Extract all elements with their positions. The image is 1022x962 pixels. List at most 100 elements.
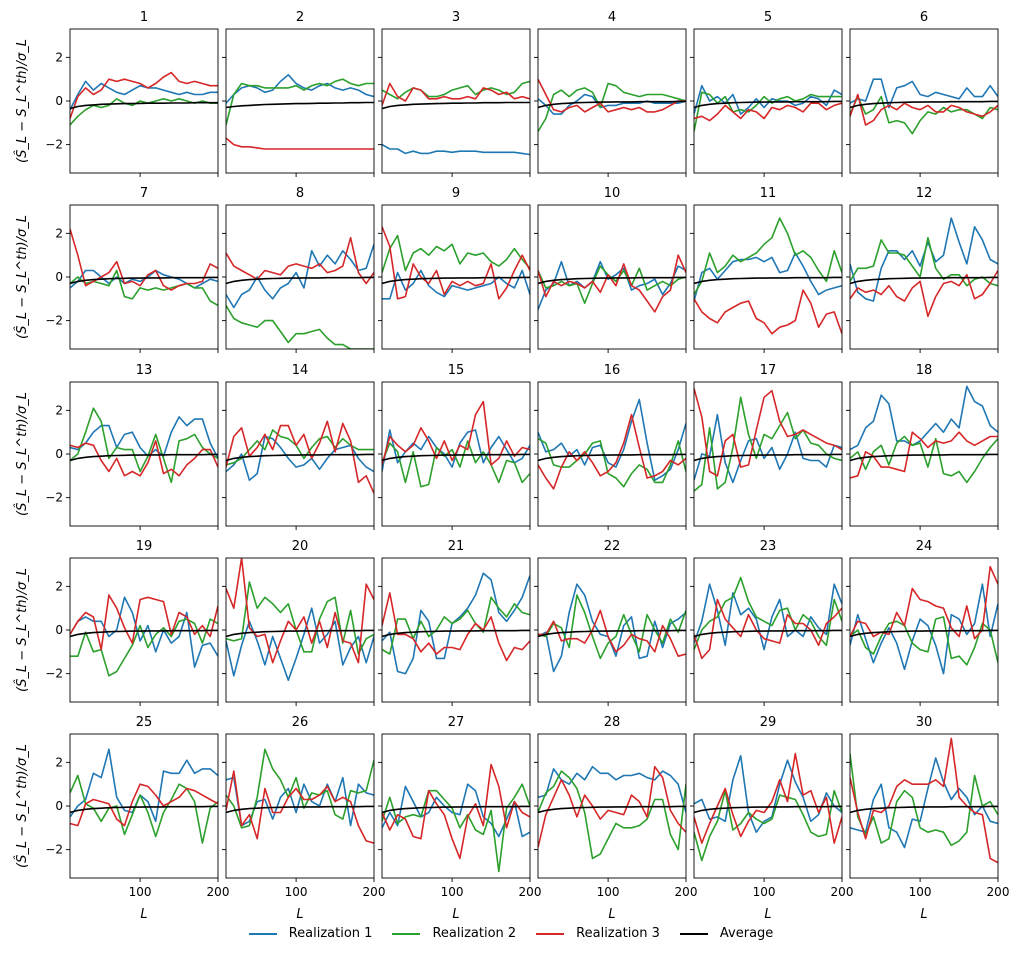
series-line-4: [70, 453, 218, 462]
y-tick-label: −2: [45, 491, 63, 505]
series-line-1: [538, 583, 686, 673]
legend-label-2: Realization 2: [432, 926, 517, 941]
panel-lines: [70, 594, 218, 677]
x-tick-label: 200: [207, 885, 230, 899]
panel-lines: [382, 763, 530, 873]
legend-line-1: [248, 932, 277, 935]
x-axis-label: L: [764, 907, 771, 922]
panel-6: 6: [846, 10, 999, 177]
panel-24: 24: [846, 539, 999, 706]
panel-title: 7: [140, 186, 148, 201]
series-line-2: [226, 304, 374, 349]
panel-title: 15: [448, 363, 465, 378]
series-line-1: [694, 583, 842, 651]
series-line-3: [850, 431, 998, 479]
panel-4: 4: [534, 10, 687, 177]
series-line-1: [538, 765, 686, 813]
panel-title: 9: [452, 186, 460, 201]
series-line-1: [850, 78, 998, 109]
series-line-4: [694, 453, 842, 462]
panel-lines: [538, 398, 686, 490]
panel-title: 18: [916, 363, 933, 378]
panel-title: 11: [760, 186, 777, 201]
series-line-2: [382, 80, 530, 100]
series-line-1: [382, 783, 530, 838]
x-tick-label: 100: [285, 885, 308, 899]
panel-title: 10: [604, 186, 621, 201]
series-line-3: [694, 289, 842, 335]
series-line-4: [226, 101, 374, 109]
x-axis-label: L: [452, 907, 459, 922]
panel-title: 14: [292, 363, 309, 378]
x-tick-label: 100: [753, 885, 776, 899]
panel-title: 25: [136, 715, 153, 730]
series-line-1: [226, 244, 374, 309]
panel-title: 27: [448, 715, 465, 730]
panel-lines: [538, 254, 686, 313]
y-tick-label: 2: [55, 226, 63, 240]
panel-lines: [538, 765, 686, 860]
series-line-2: [70, 774, 218, 844]
series-line-4: [850, 276, 998, 285]
panel-title: 24: [916, 539, 933, 554]
panel-1: 1 −2 0 2 (Ŝ_L − S_L^th)/σ_L: [14, 10, 219, 177]
y-tick-label: −2: [45, 314, 63, 328]
series-line-2: [850, 616, 998, 666]
legend-line-3: [536, 932, 565, 935]
panel-3: 3: [378, 10, 531, 177]
series-line-2: [694, 576, 842, 650]
panel-5: 5: [690, 10, 843, 177]
legend-item-average: Average: [679, 926, 773, 941]
series-line-3: [694, 598, 842, 660]
series-line-4: [382, 453, 530, 462]
panel-title: 6: [920, 10, 928, 25]
panel-7: 7 −2 0 2 (Ŝ_L − S_L^th)/σ_L: [14, 186, 219, 353]
y-tick-label: 2: [55, 755, 63, 769]
panel-21: 21: [378, 539, 531, 706]
panel-23: 23: [690, 539, 843, 706]
series-line-4: [850, 453, 998, 462]
series-line-2: [694, 217, 842, 295]
y-tick-label: 0: [55, 94, 63, 108]
series-line-3: [382, 763, 530, 860]
panel-26: 26 100 200 L: [222, 715, 385, 922]
series-line-1: [70, 80, 218, 111]
series-line-4: [382, 101, 530, 110]
panel-frame: [69, 28, 219, 174]
y-axis-label: (Ŝ_L − S_L^th)/σ_L: [14, 215, 30, 339]
series-line-3: [382, 400, 530, 466]
panel-lines: [382, 572, 530, 675]
panel-title: 28: [604, 715, 621, 730]
panel-title: 12: [916, 186, 933, 201]
panel-27: 27 100 200 L: [378, 715, 541, 922]
panel-18: 18: [846, 363, 999, 530]
series-line-3: [382, 82, 530, 106]
series-line-2: [694, 396, 842, 492]
series-line-4: [694, 629, 842, 638]
series-line-3: [538, 413, 686, 490]
panel-title: 29: [760, 715, 777, 730]
panel-title: 5: [764, 10, 772, 25]
panel-frame: [225, 28, 375, 174]
y-tick-label: 2: [55, 579, 63, 593]
series-line-2: [538, 770, 686, 860]
legend-line-average: [679, 932, 708, 935]
series-line-1: [850, 583, 998, 675]
series-line-2: [538, 438, 686, 488]
x-tick-label: 100: [909, 885, 932, 899]
x-tick-label: 200: [363, 885, 386, 899]
series-line-1: [538, 93, 686, 115]
series-line-3: [850, 565, 998, 640]
panel-title: 1: [140, 10, 148, 25]
series-line-4: [538, 100, 686, 109]
panel-title: 19: [136, 539, 153, 554]
panel-title: 3: [452, 10, 460, 25]
series-line-1: [226, 607, 374, 682]
series-line-2: [226, 78, 374, 126]
panel-lines: [226, 74, 374, 150]
panel-title: 20: [292, 539, 309, 554]
panel-title: 26: [292, 715, 309, 730]
figure: 1−202(Ŝ_L − S_L^th)/σ_L2 3 4 5 67−202(Ŝ_L − …: [14, 10, 1009, 922]
panel-11: 11: [690, 186, 843, 353]
series-line-4: [850, 100, 998, 109]
